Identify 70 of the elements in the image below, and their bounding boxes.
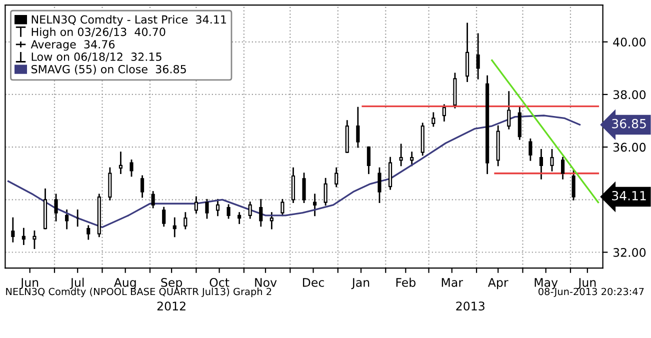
y-tick-label: 38.00 xyxy=(613,90,646,100)
candlestick xyxy=(108,167,112,200)
x-tick-label: Apr xyxy=(488,278,508,290)
text: NELN3Q Comdty (NPOOL BASE QUARTR Jul13) Graph 2 xyxy=(6,288,272,298)
text: 2013 xyxy=(456,302,484,311)
candlestick xyxy=(22,228,26,246)
candlestick xyxy=(205,198,209,219)
candlestick xyxy=(259,198,263,227)
candlestick xyxy=(442,104,446,122)
text: 2012 xyxy=(157,302,186,311)
candlestick xyxy=(465,22,470,82)
candlestick xyxy=(324,178,328,206)
candlestick xyxy=(140,175,144,198)
candlestick xyxy=(86,225,90,240)
candlestick xyxy=(302,172,306,203)
candlestick xyxy=(366,146,370,174)
line-series xyxy=(7,114,581,228)
text: 34.11 xyxy=(612,190,646,200)
candlestick xyxy=(248,202,252,219)
candlestick xyxy=(151,191,155,208)
x-tick-label: Aug xyxy=(114,278,136,290)
candlestick xyxy=(32,230,36,250)
candlestick xyxy=(216,198,220,216)
candlestick xyxy=(280,198,284,216)
x-tick-label: Feb xyxy=(396,278,416,287)
candlestick xyxy=(507,91,511,130)
candlestick xyxy=(399,144,403,166)
candlestick xyxy=(388,156,392,190)
candlestick xyxy=(528,138,532,161)
text: 08-Jun-2013 20:23:47 xyxy=(538,288,644,297)
candlestick xyxy=(238,212,242,224)
legend-label: SMAVG (55) on Close 36.85 xyxy=(31,64,186,75)
x-tick-label: Dec xyxy=(302,278,324,287)
y-tick-label: 40.00 xyxy=(613,38,646,47)
x-tick-label: Jan xyxy=(351,278,370,290)
y-tick-label: 32.00 xyxy=(613,248,646,257)
annotation: Low on 06/18/12 32.15 xyxy=(32,52,162,62)
candlestick xyxy=(560,156,565,180)
candlestick xyxy=(226,204,230,219)
x-tick-label: Nov xyxy=(255,278,277,287)
candlestick xyxy=(11,217,15,242)
annotation: High on 03/26/13 40.70 xyxy=(32,27,166,38)
candlestick xyxy=(356,106,360,148)
x-tick-label: Jul xyxy=(70,278,84,290)
y-tick-label: 36.00 xyxy=(613,142,646,152)
x-tick-label: Jun xyxy=(578,278,596,290)
candlestick xyxy=(313,194,317,216)
legend-label: NELN3Q Comdty - Last Price 34.11 xyxy=(32,15,226,26)
candlestick xyxy=(518,106,522,140)
annotation: Average 34.76 xyxy=(30,40,115,51)
candlestick xyxy=(572,170,576,200)
x-tick-label: May xyxy=(534,278,558,290)
candlestick xyxy=(130,160,134,177)
x-tick-label: Sep xyxy=(161,278,182,290)
candlestick xyxy=(432,112,436,127)
candlestick xyxy=(291,167,296,203)
text: 36.85 xyxy=(612,118,646,128)
candlestick xyxy=(65,209,69,230)
x-tick-label: Jun xyxy=(20,278,38,290)
candlestick xyxy=(162,206,166,227)
candlestick xyxy=(539,149,544,180)
candlestick xyxy=(172,217,176,238)
candlestick xyxy=(118,152,123,174)
x-tick-label: Oct xyxy=(210,278,230,287)
candlestick xyxy=(378,167,382,203)
candlestick xyxy=(410,152,414,166)
candlestick xyxy=(270,212,274,230)
candlestick xyxy=(550,149,554,172)
candlestick xyxy=(184,212,188,230)
x-tick-label: Mar xyxy=(442,278,464,287)
